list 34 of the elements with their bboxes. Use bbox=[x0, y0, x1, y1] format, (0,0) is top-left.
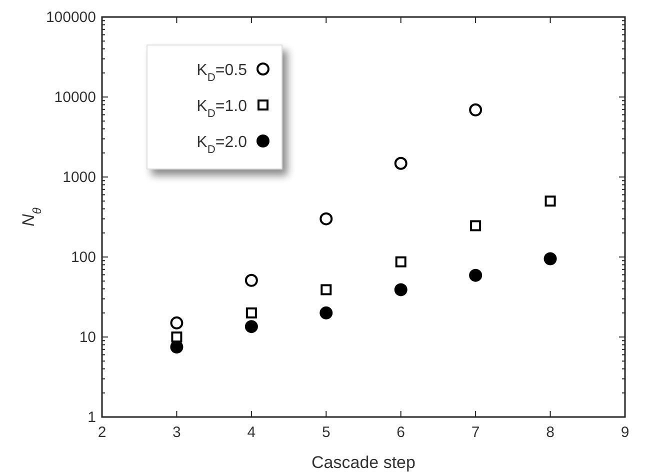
x-tick-label: 6 bbox=[396, 424, 406, 441]
point bbox=[320, 306, 333, 320]
x-tick-label: 3 bbox=[172, 424, 181, 441]
point bbox=[394, 156, 408, 170]
legend-label: K$_{D}$=1.0 bbox=[196, 98, 248, 120]
point bbox=[246, 307, 257, 318]
y-tick-label: 1 bbox=[88, 409, 96, 426]
legend-label: K$_{D}$=2.0 bbox=[196, 134, 248, 156]
y-tick-label: 100000 bbox=[46, 9, 96, 26]
x-tick-label: 9 bbox=[620, 424, 630, 441]
x-axis-title: Cascade step bbox=[312, 453, 416, 472]
point bbox=[244, 320, 258, 334]
y-tick-label: 1000 bbox=[62, 169, 96, 186]
point bbox=[544, 196, 556, 207]
point bbox=[470, 220, 482, 232]
legend-label: K$_{D}$=0.5 bbox=[196, 62, 248, 84]
point bbox=[320, 212, 333, 226]
x-tick-label: 8 bbox=[546, 424, 554, 441]
y-tick-label: 100 bbox=[70, 249, 96, 266]
point bbox=[394, 283, 408, 296]
point bbox=[544, 252, 557, 266]
point bbox=[469, 268, 482, 282]
x-tick-label: 7 bbox=[471, 424, 480, 441]
point bbox=[469, 103, 482, 116]
point bbox=[244, 274, 258, 287]
point bbox=[395, 256, 406, 268]
x-tick-label: 2 bbox=[98, 424, 106, 441]
x-tick-label: 5 bbox=[322, 424, 330, 441]
point bbox=[320, 284, 332, 296]
y-tick-label: 10000 bbox=[54, 89, 96, 106]
point bbox=[170, 316, 184, 330]
y-tick-label: 10 bbox=[79, 329, 96, 346]
point bbox=[171, 332, 182, 342]
x-tick-label: 4 bbox=[247, 424, 256, 441]
